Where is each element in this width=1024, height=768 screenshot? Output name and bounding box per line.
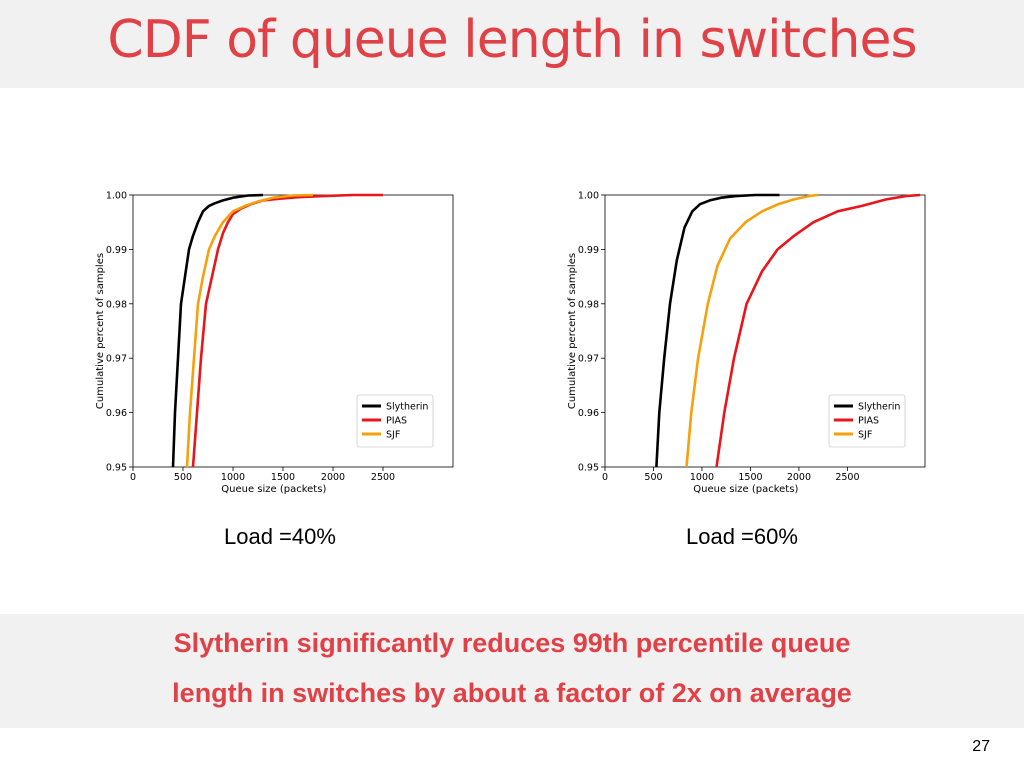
y-tick-label: 1.00	[578, 191, 599, 202]
series-line-sjf	[685, 193, 819, 468]
y-tick-label: 0.95	[578, 463, 599, 474]
y-tick-label: 0.99	[106, 245, 127, 256]
x-tick-label: 2500	[371, 472, 395, 483]
x-axis-label: Queue size (packets)	[221, 484, 326, 495]
title-band	[0, 0, 1024, 88]
y-tick-label: 0.98	[106, 299, 127, 310]
x-tick-label: 2500	[835, 472, 859, 483]
y-tick-label: 0.96	[578, 408, 599, 419]
y-tick-label: 0.98	[578, 299, 599, 310]
legend-label: SJF	[386, 430, 400, 441]
cdf-chart-load-40: 0 500 1000 1500 2000 2500 0.95 0.96 0.97 0.98 0.99…	[95, 191, 454, 495]
x-tick-label: 1000	[690, 472, 714, 483]
legend-label: Slytherin	[858, 402, 900, 413]
x-tick-label: 500	[174, 472, 192, 483]
x-tick-label: 0	[602, 472, 608, 483]
series-line-slytherin	[171, 193, 264, 468]
cdf-chart-load-60: 0 500 1000 1500 2000 2500 0.95 0.96 0.97 0.98 0.99…	[567, 191, 926, 495]
x-tick-label: 1500	[738, 472, 762, 483]
y-tick-label: 1.00	[106, 191, 127, 202]
legend-label: PIAS	[386, 416, 407, 427]
takeaway-band	[0, 614, 1024, 728]
x-tick-label: 1000	[221, 472, 245, 483]
x-tick-label: 500	[644, 472, 662, 483]
series-line-pias	[191, 193, 383, 468]
x-tick-label: 2000	[787, 472, 811, 483]
load-caption-40: Load =40%	[224, 524, 336, 549]
x-axis-label: Queue size (packets)	[693, 484, 798, 495]
y-tick-label: 0.99	[578, 245, 599, 256]
y-tick-label: 0.96	[106, 408, 127, 419]
series-line-slytherin	[655, 193, 780, 468]
slide-title: CDF of queue length in switches	[107, 10, 917, 70]
legend-label: Slytherin	[386, 402, 428, 413]
series-line-sjf	[185, 193, 314, 468]
load-caption-60: Load =60%	[686, 524, 798, 549]
y-tick-label: 0.97	[578, 354, 599, 365]
takeaway-line-1: Slytherin significantly reduces 99th per…	[173, 628, 851, 658]
page-number: 27	[972, 738, 990, 755]
y-tick-label: 0.97	[106, 354, 127, 365]
y-tick-label: 0.95	[106, 463, 127, 474]
legend-label: PIAS	[858, 416, 879, 427]
takeaway-line-2: length in switches by about a factor of …	[172, 678, 852, 708]
y-axis-label: Cumulative percent of samples	[567, 253, 578, 409]
x-tick-label: 1500	[271, 472, 295, 483]
x-tick-label: 2000	[321, 472, 345, 483]
series-line-pias	[715, 193, 921, 468]
y-axis-label: Cumulative percent of samples	[95, 253, 106, 409]
x-tick-label: 0	[130, 472, 136, 483]
legend-label: SJF	[858, 430, 872, 441]
